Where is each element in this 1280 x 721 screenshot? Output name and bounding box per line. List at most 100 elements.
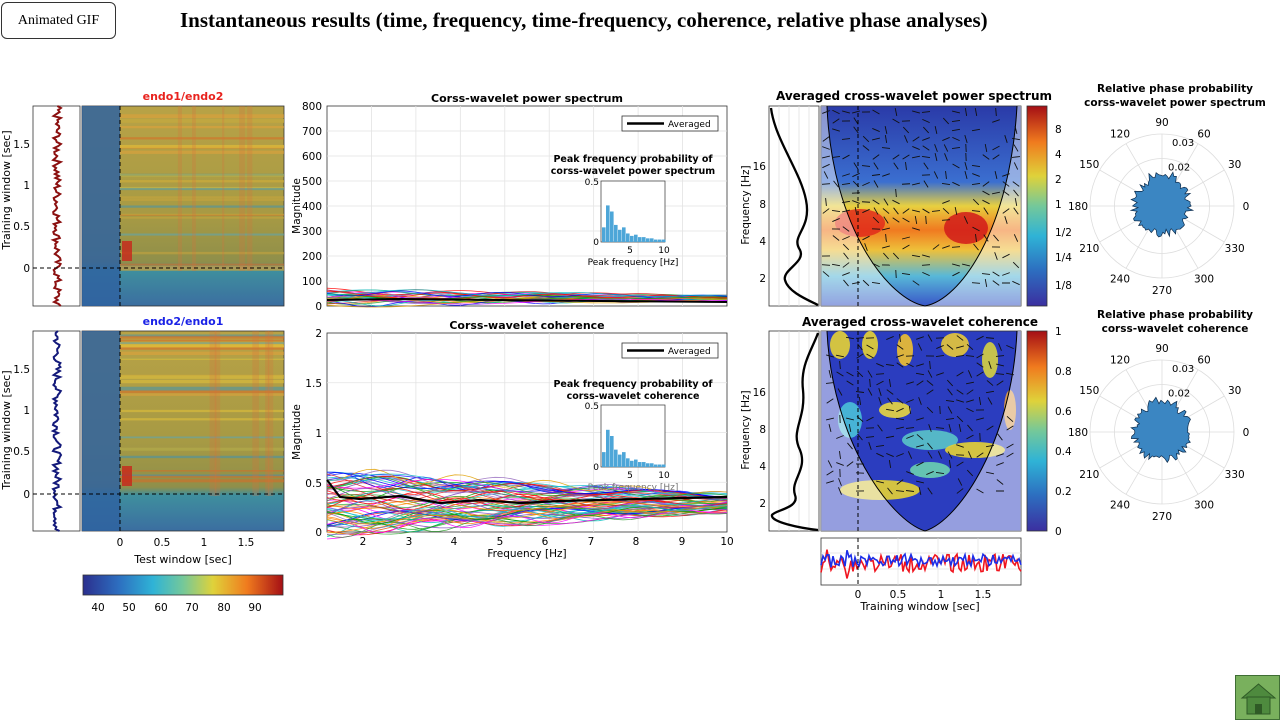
coherence-inset-title-2: corss-wavelet coherence [567, 391, 700, 402]
polar-angle-label: 90 [1155, 343, 1168, 355]
wavelet-coherence-cbar-tick: 1 [1055, 326, 1062, 338]
wavelet-power-cbar-tick: 1 [1055, 199, 1062, 211]
coherence-xtick: 7 [588, 536, 595, 548]
heatmap-stripe [120, 390, 284, 393]
heatmap-bottom-title: endo2/endo1 [143, 315, 224, 328]
histogram-bar [606, 430, 610, 467]
polar-angle-label: 60 [1197, 354, 1210, 366]
colorbar-tick: 60 [154, 602, 167, 614]
heatmap-stripe [120, 340, 284, 342]
coherence-xtick: 2 [360, 536, 367, 548]
coherence-xtick: 8 [633, 536, 640, 548]
coherence-xtick: 5 [497, 536, 504, 548]
histogram-bar [626, 233, 630, 242]
wavelet-power-panel: Averaged cross-wavelet power spectrum Fr… [740, 89, 1072, 306]
polar-angle-label: 30 [1228, 385, 1241, 397]
power-spectrum-title: Corss-wavelet power spectrum [431, 92, 623, 105]
wavelet-power-ytick: 16 [753, 161, 767, 173]
power-inset-xlabel: Peak frequency [Hz] [588, 258, 679, 268]
power-ytick: 0 [315, 301, 322, 313]
heatmap-colorbar-gradient [83, 575, 283, 595]
polar-power-panel: Relative phase probability corss-wavelet… [1068, 83, 1266, 297]
polar-power-title-1: Relative phase probability [1097, 83, 1253, 95]
heatmap-bottom-ytick: 0.5 [13, 446, 30, 458]
heatmap-stripe [120, 205, 284, 207]
polar-radial-tick: 0.03 [1172, 138, 1194, 149]
polar-angle-label: 330 [1225, 469, 1245, 481]
histogram-bar [618, 230, 622, 242]
heatmap-stripe [120, 214, 284, 215]
coherence-ylabel: Magnitude [291, 404, 303, 460]
power-ytick: 100 [302, 276, 322, 288]
histogram-bar [646, 463, 650, 467]
wavelet-power-colorbar [1027, 106, 1047, 306]
heatmap-stripe [120, 336, 284, 339]
wavelet-power-cbar-tick: 4 [1055, 149, 1062, 161]
phase-arrow [876, 374, 884, 375]
coherence-blob [862, 331, 878, 359]
heatmap-stripe [192, 106, 196, 271]
phase-arrow [856, 338, 864, 339]
polar-radial-tick: 0.03 [1172, 364, 1194, 375]
polar-angle-label: 300 [1194, 500, 1214, 512]
polar-angle-label: 300 [1194, 274, 1214, 286]
heatmap-xtick: 1 [201, 537, 208, 549]
heatmap-top-ytick: 0.5 [13, 221, 30, 233]
histogram-bar [618, 455, 622, 467]
coherence-xtick: 10 [720, 536, 733, 548]
coherence-panel: Corss-wavelet coherence 2 1.5 1 0.5 0 Ma… [291, 319, 734, 560]
home-button[interactable] [1235, 675, 1280, 720]
heatmap-top-ytick: 1 [23, 180, 30, 192]
power-ytick: 700 [302, 126, 322, 138]
wavelet-coherence-ytick: 16 [753, 387, 767, 399]
coherence-xtick: 9 [679, 536, 686, 548]
heatmap-stripe [120, 456, 284, 458]
coherence-inset-xtick: 10 [658, 471, 670, 481]
heatmap-stripe [120, 234, 284, 236]
histogram-bar [658, 240, 662, 242]
histogram-bar [630, 461, 634, 467]
wavelet-coherence-cbar-tick: 0.8 [1055, 366, 1072, 378]
histogram-bar [622, 452, 626, 467]
coherence-title: Corss-wavelet coherence [449, 319, 604, 332]
coherence-inset-ytick: 0 [593, 463, 599, 473]
coherence-ytick: 1.5 [305, 378, 322, 390]
histogram-bar [606, 205, 610, 242]
heatmap-xlabel: Test window [sec] [133, 553, 232, 566]
power-inset-title-2: corss-wavelet power spectrum [551, 166, 716, 177]
heatmap-stripe [247, 106, 252, 271]
coherence-ytick: 0 [315, 527, 322, 539]
polar-angle-label: 270 [1152, 511, 1172, 523]
heatmap-bottom-ytick: 1.5 [13, 364, 30, 376]
heatmap-stripe [120, 119, 284, 123]
power-spectrum-panel: Corss-wavelet power spectrum 800 700 600… [291, 92, 727, 313]
polar-power-title-2: corss-wavelet power spectrum [1084, 97, 1266, 109]
histogram-bar [642, 237, 646, 242]
colorbar-tick: 40 [91, 602, 104, 614]
polar-coherence-title-2: corss-wavelet coherence [1102, 323, 1249, 335]
heatmap-stripe [120, 217, 284, 219]
wavelet-power-title: Averaged cross-wavelet power spectrum [776, 89, 1052, 103]
heatmap-stripe [120, 174, 284, 177]
histogram-bar [638, 237, 642, 242]
polar-coherence-panel: Relative phase probability corss-wavelet… [1068, 309, 1253, 523]
polar-angle-label: 330 [1225, 243, 1245, 255]
wavelet-coherence-title: Averaged cross-wavelet coherence [802, 315, 1038, 329]
heatmap-top-ylabel: Training window [sec] [0, 130, 13, 250]
heatmap-stripe [120, 180, 284, 182]
heatmap-stripe [120, 344, 284, 348]
polar-angle-label: 60 [1197, 128, 1210, 140]
coherence-xtick: 3 [406, 536, 413, 548]
heatmap-bottom-pre-zero [82, 331, 120, 531]
colorbar-tick: 90 [248, 602, 261, 614]
polar-angle-label: 0 [1243, 427, 1250, 439]
wavelet-coherence-ytick: 4 [759, 461, 766, 473]
power-inset-ytick: 0 [593, 238, 599, 248]
heatmap-stripe [120, 387, 284, 391]
polar-coherence-title-1: Relative phase probability [1097, 309, 1253, 321]
heatmap-top-ytick: 1.5 [13, 139, 30, 151]
histogram-bar [610, 212, 614, 243]
heatmap-stripe [120, 264, 284, 266]
colorbar-tick: 70 [185, 602, 198, 614]
